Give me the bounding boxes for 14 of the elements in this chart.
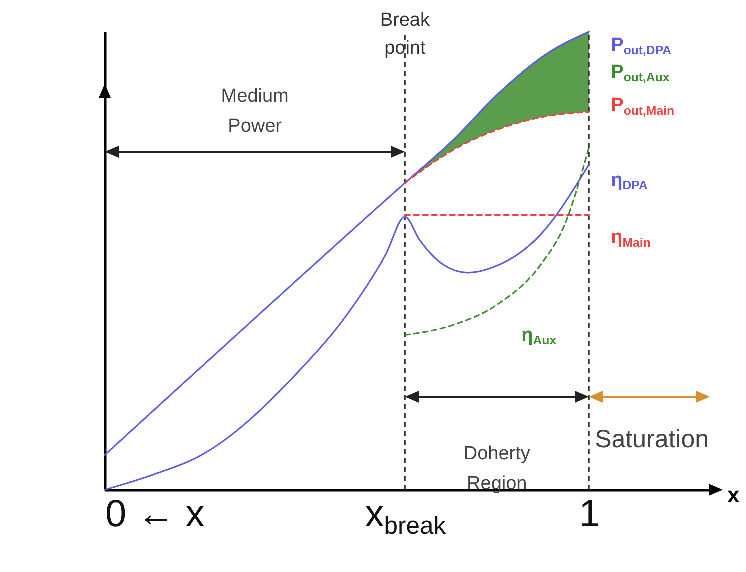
x-axis-title: x bbox=[728, 482, 740, 508]
x-tick-label: 1 bbox=[579, 494, 600, 536]
legend-label: P$_{out,Aux}$ bbox=[611, 62, 670, 85]
series-label: η$_{Aux}$ bbox=[522, 324, 557, 348]
x-tick-label: 0 ← x bbox=[106, 494, 205, 536]
annotation: Doherty Region bbox=[464, 443, 531, 494]
series-label: P$_{out,DPA}$ bbox=[611, 35, 672, 58]
ref-line-label: Break point bbox=[380, 10, 430, 59]
x-tick-label: x$_{break}$ bbox=[365, 494, 447, 540]
series-label: P$_{out,Main}$ bbox=[611, 95, 675, 118]
annotation: Medium Power bbox=[221, 86, 289, 138]
series-label: η$_{Main}$ bbox=[611, 227, 651, 250]
annotation: Saturation bbox=[595, 426, 710, 454]
series-label: η$_{DPA}$ bbox=[611, 170, 648, 193]
